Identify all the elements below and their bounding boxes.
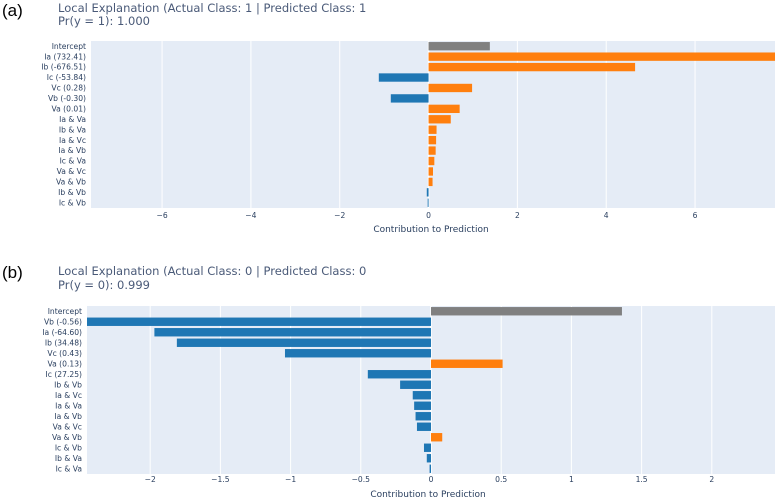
- x-tick-label: 0.5: [495, 475, 507, 484]
- category-label: Vc (0.43): [47, 349, 82, 358]
- x-tick-label: −1: [285, 475, 296, 484]
- bar-negative: [284, 349, 431, 358]
- bar-negative: [414, 401, 431, 410]
- bar-positive: [428, 83, 473, 93]
- category-label: Ic & Vb: [59, 198, 86, 207]
- category-label: Ib (34.48): [45, 338, 82, 347]
- category-label: Ic & Vb: [55, 443, 82, 452]
- bar-negative: [367, 370, 431, 379]
- category-label: Va & Vb: [52, 433, 82, 442]
- category-label: Ib & Vb: [58, 188, 86, 197]
- bar-negative: [154, 328, 431, 337]
- bar-positive: [428, 156, 435, 166]
- x-tick-label: 2: [709, 475, 714, 484]
- panel-label: (a): [2, 1, 23, 20]
- category-label: Vb (-0.56): [44, 317, 82, 326]
- x-tick-label: 4: [604, 211, 609, 220]
- category-label: Va (0.01): [51, 104, 86, 113]
- bar-positive: [428, 104, 460, 114]
- x-tick-label: −4: [245, 211, 256, 220]
- bar-negative: [429, 464, 431, 473]
- category-label: Ic & Va: [60, 157, 86, 166]
- bar-positive: [431, 433, 443, 442]
- x-tick-label: −2: [145, 475, 156, 484]
- bar-negative: [390, 94, 429, 103]
- bar-positive: [428, 167, 433, 176]
- x-tick-label: 1.5: [636, 475, 648, 484]
- chart-title: Local Explanation (Actual Class: 0 | Pre…: [58, 264, 366, 278]
- bar-intercept: [428, 42, 490, 51]
- x-tick-label: 0: [429, 475, 434, 484]
- chart-panel-b: (b) Local Explanation (Actual Class: 0 |…: [2, 263, 775, 500]
- category-label: Ia (732.41): [44, 52, 86, 61]
- x-tick-label: 0: [426, 211, 431, 220]
- category-label: Va (0.13): [47, 359, 82, 368]
- category-label: Intercept: [52, 42, 86, 51]
- chart-panel-a: (a) Local Explanation (Actual Class: 1 |…: [2, 1, 775, 235]
- category-label: Vc (0.28): [51, 84, 86, 93]
- bar-positive: [428, 135, 437, 145]
- bar-negative: [400, 380, 431, 389]
- bar-negative: [423, 443, 431, 452]
- bar-negative: [412, 391, 431, 400]
- category-label: Va & Vc: [53, 422, 82, 431]
- bar-positive: [428, 62, 636, 72]
- x-tick-label: 2: [515, 211, 520, 220]
- category-label: Ib & Va: [59, 125, 86, 134]
- category-label: Intercept: [48, 307, 82, 316]
- category-label: Ic & Va: [56, 464, 82, 473]
- x-tick-label: −0.5: [352, 475, 371, 484]
- panel-label: (b): [2, 263, 23, 282]
- bar-positive: [431, 359, 503, 368]
- category-label: Ib (-676.51): [41, 63, 86, 72]
- bar-negative: [378, 73, 429, 82]
- x-axis-title: Contribution to Prediction: [373, 225, 488, 235]
- bar-negative: [87, 317, 431, 326]
- x-tick-label: 6: [693, 211, 698, 220]
- bar-positive: [428, 177, 433, 187]
- x-tick-label: −2: [334, 211, 345, 220]
- bar-negative: [416, 422, 431, 431]
- bar-positive: [428, 125, 437, 134]
- category-label: Va & Vb: [56, 178, 86, 187]
- chart-subtitle: Pr(y = 1): 1.000: [58, 14, 150, 28]
- category-label: Ic (27.25): [46, 370, 83, 379]
- chart-subtitle: Pr(y = 0): 0.999: [58, 278, 150, 292]
- category-label: Ib & Vb: [54, 380, 82, 389]
- category-label: Ib & Va: [55, 454, 82, 463]
- bar-negative: [426, 454, 431, 463]
- bar-intercept: [431, 307, 622, 316]
- bar-positive: [428, 115, 451, 124]
- bar-negative: [427, 198, 429, 207]
- bar-positive: [428, 146, 436, 155]
- category-label: Ia & Vc: [59, 136, 86, 145]
- category-label: Va & Vc: [57, 167, 86, 176]
- category-label: Ia & Vc: [55, 391, 82, 400]
- category-label: Ia & Va: [55, 401, 82, 410]
- bar-negative: [426, 188, 429, 197]
- bar-negative: [176, 338, 431, 347]
- category-label: Ia (-64.60): [42, 328, 82, 337]
- category-label: Ic (-53.84): [47, 73, 86, 82]
- category-label: Ia & Vb: [58, 146, 86, 155]
- category-label: Ia & Vb: [54, 412, 82, 421]
- bar-positive: [428, 52, 775, 61]
- x-axis-title: Contribution to Prediction: [370, 490, 485, 500]
- category-label: Ia & Va: [59, 115, 86, 124]
- x-tick-label: 1: [569, 475, 574, 484]
- category-label: Vb (-0.30): [48, 94, 86, 103]
- bar-negative: [415, 412, 431, 421]
- x-tick-label: −1.5: [211, 475, 230, 484]
- chart-title: Local Explanation (Actual Class: 1 | Pre…: [58, 1, 366, 15]
- x-tick-label: −6: [156, 211, 167, 220]
